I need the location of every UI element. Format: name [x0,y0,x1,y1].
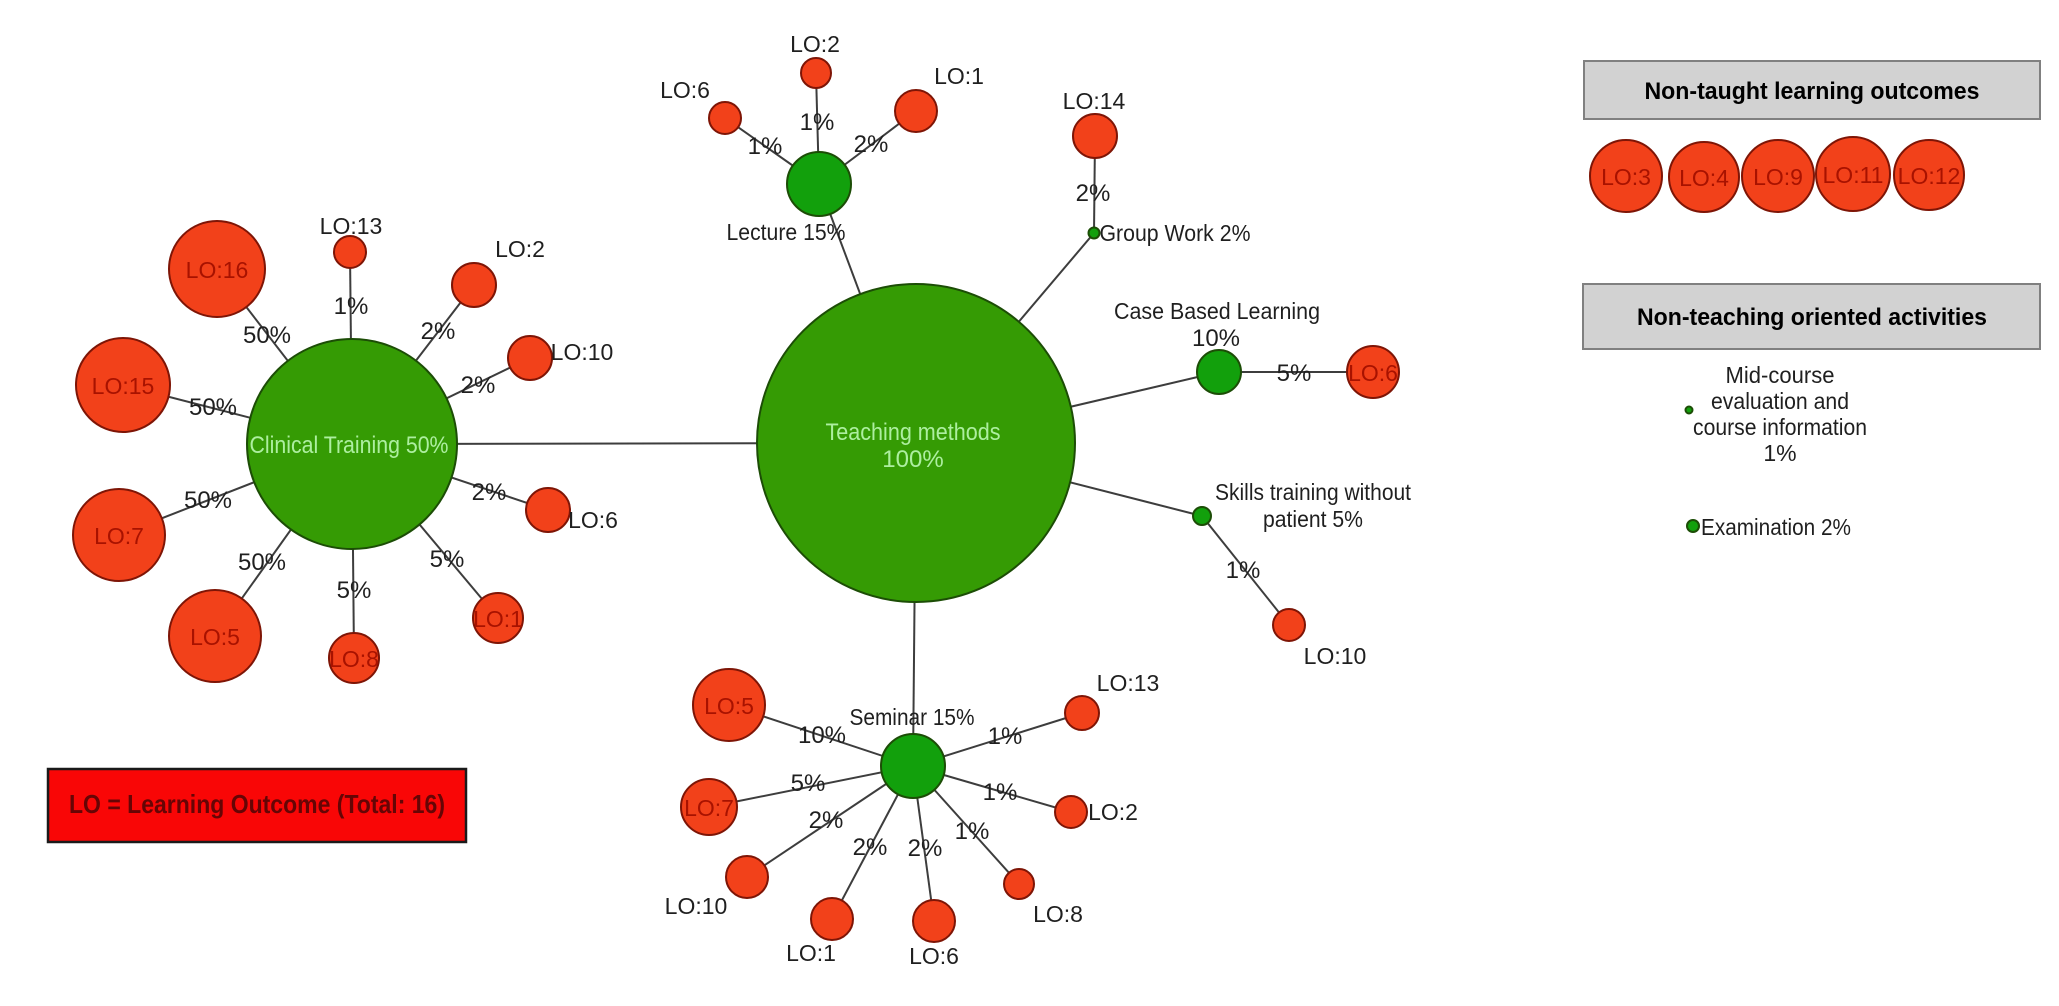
svg-text:2%: 2% [854,131,889,158]
svg-text:LO:2: LO:2 [1088,799,1138,825]
svg-text:LO:14: LO:14 [1063,88,1126,114]
svg-text:course information: course information [1693,414,1867,440]
svg-text:LO:13: LO:13 [320,213,383,239]
svg-text:2%: 2% [853,834,888,861]
svg-text:1%: 1% [983,779,1018,806]
svg-text:5%: 5% [791,770,826,797]
svg-text:LO:2: LO:2 [790,31,840,57]
svg-text:50%: 50% [184,487,232,514]
svg-text:evaluation and: evaluation and [1711,388,1849,414]
svg-text:LO:5: LO:5 [704,693,754,719]
svg-text:LO:12: LO:12 [1898,163,1961,189]
svg-text:1%: 1% [748,133,783,160]
svg-text:Non-teaching oriented activiti: Non-teaching oriented activities [1637,304,1987,331]
svg-text:1%: 1% [800,109,835,136]
svg-text:1%: 1% [955,818,990,845]
svg-text:LO:8: LO:8 [329,646,379,672]
svg-text:LO = Learning Outcome (Total:: LO = Learning Outcome (Total: 16) [69,789,445,819]
svg-text:2%: 2% [461,372,496,399]
svg-text:10%: 10% [798,722,846,749]
svg-text:LO:6: LO:6 [1348,360,1398,386]
svg-text:LO:7: LO:7 [684,795,734,821]
svg-text:Skills training without: Skills training without [1215,479,1412,505]
svg-text:1%: 1% [1226,557,1261,584]
svg-text:LO:7: LO:7 [94,523,144,549]
svg-text:Group Work 2%: Group Work 2% [1100,220,1251,246]
svg-text:LO:10: LO:10 [551,339,614,365]
svg-text:LO:1: LO:1 [473,606,523,632]
svg-text:LO:6: LO:6 [660,77,710,103]
svg-text:LO:6: LO:6 [909,943,959,969]
svg-text:50%: 50% [189,394,237,421]
svg-text:patient 5%: patient 5% [1263,506,1363,532]
svg-text:2%: 2% [809,807,844,834]
svg-text:LO:6: LO:6 [568,507,618,533]
svg-text:Non-taught learning outcomes: Non-taught learning outcomes [1645,78,1980,105]
svg-text:LO:8: LO:8 [1033,901,1083,927]
svg-text:LO:15: LO:15 [92,373,155,399]
svg-text:50%: 50% [238,549,286,576]
svg-text:LO:11: LO:11 [1823,162,1884,188]
svg-text:10%: 10% [1192,325,1240,352]
svg-text:LO:10: LO:10 [665,893,728,919]
svg-text:2%: 2% [908,835,943,862]
svg-text:Seminar 15%: Seminar 15% [850,704,975,730]
svg-text:2%: 2% [421,318,456,345]
svg-text:Case Based Learning: Case Based Learning [1114,298,1320,324]
svg-text:5%: 5% [337,577,372,604]
svg-text:Examination 2%: Examination 2% [1701,514,1851,540]
svg-text:LO:4: LO:4 [1679,165,1729,191]
svg-text:100%: 100% [882,446,943,473]
svg-text:LO:16: LO:16 [186,257,249,283]
svg-text:2%: 2% [472,479,507,506]
svg-text:1%: 1% [334,293,369,320]
svg-text:Clinical Training 50%: Clinical Training 50% [250,432,449,459]
svg-text:5%: 5% [430,546,465,573]
svg-text:LO:1: LO:1 [934,63,984,89]
svg-text:50%: 50% [243,322,291,349]
svg-text:Teaching methods: Teaching methods [826,419,1001,446]
svg-text:2%: 2% [1076,180,1111,207]
svg-text:LO:1: LO:1 [786,940,836,966]
svg-text:LO:5: LO:5 [190,624,240,650]
svg-text:LO:2: LO:2 [495,236,545,262]
svg-text:LO:3: LO:3 [1601,164,1651,190]
svg-text:LO:13: LO:13 [1097,670,1160,696]
svg-text:LO:10: LO:10 [1304,643,1367,669]
svg-text:Mid-course: Mid-course [1726,362,1835,388]
svg-text:5%: 5% [1277,360,1312,387]
svg-text:Lecture 15%: Lecture 15% [727,219,846,245]
svg-text:1%: 1% [988,723,1023,750]
svg-text:LO:9: LO:9 [1753,164,1803,190]
svg-text:1%: 1% [1763,440,1796,466]
